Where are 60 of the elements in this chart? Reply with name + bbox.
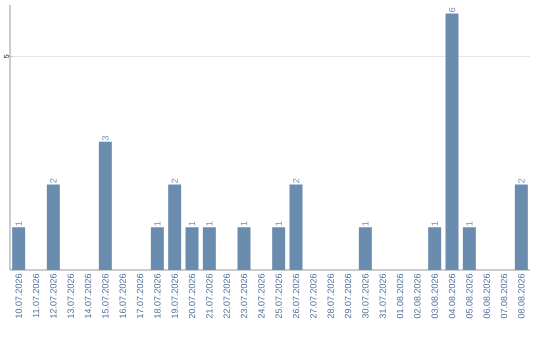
x-tick-label: 27.07.2026 (310, 274, 317, 318)
data-label: 1 (432, 221, 438, 226)
bar (12, 227, 26, 270)
x-tick-label: 23.07.2026 (240, 274, 248, 318)
x-tick-label: 04.08.2026 (448, 274, 456, 318)
x-tick-label: 06.08.2026 (483, 274, 490, 318)
data-label: 1 (276, 221, 282, 226)
data-label: 1 (240, 221, 248, 226)
x-tick-label: 08.08.2026 (518, 274, 525, 318)
x-tick-label: 18.07.2026 (154, 274, 161, 318)
bar (272, 227, 286, 270)
bar (358, 227, 372, 270)
x-tick-label: 19.07.2026 (171, 274, 178, 318)
x-tick-label: 02.08.2026 (414, 274, 421, 318)
bar (428, 227, 442, 270)
bar (202, 227, 216, 270)
data-label: 6 (448, 8, 456, 12)
x-tick-label: 12.07.2026 (50, 274, 57, 318)
bar (446, 14, 459, 270)
x-tick-label: 29.07.2026 (344, 274, 352, 318)
x-tick-label: 03.08.2026 (431, 274, 438, 318)
data-label: 2 (292, 178, 300, 183)
x-tick-label: 13.07.2026 (67, 274, 74, 318)
x-tick-label: 26.07.2026 (292, 274, 300, 318)
x-tick-label: 31.07.2026 (379, 274, 386, 318)
data-label: 1 (362, 221, 368, 226)
x-tick-label: 25.07.2026 (275, 274, 282, 318)
x-tick-label: 24.07.2026 (258, 274, 265, 318)
x-tick-label: 30.07.2026 (362, 274, 369, 318)
data-label: 1 (16, 221, 22, 226)
x-tick-label: 14.07.2026 (84, 274, 92, 318)
data-label: 1 (466, 221, 472, 226)
bar (238, 227, 251, 270)
bar (46, 184, 60, 270)
x-tick-label: 16.07.2026 (119, 274, 126, 318)
x-tick-label: 05.08.2026 (466, 274, 473, 318)
x-tick-label: 22.07.2026 (223, 274, 230, 318)
data-label: 2 (518, 178, 524, 183)
x-tick-label: 15.07.2026 (102, 274, 109, 318)
data-label: 1 (206, 221, 212, 226)
data-label: 3 (102, 136, 109, 140)
bar (462, 227, 476, 270)
bar (98, 142, 112, 270)
x-tick-label: 17.07.2026 (136, 274, 144, 318)
bar (150, 227, 164, 270)
bar (168, 184, 182, 270)
x-tick-label: 28.07.2026 (327, 274, 334, 318)
x-tick-label: 11.07.2026 (32, 274, 40, 318)
bar (186, 227, 199, 270)
data-label: 1 (188, 221, 196, 226)
bar (514, 184, 528, 270)
data-label: 2 (50, 178, 56, 183)
data-label: 1 (154, 221, 160, 226)
x-tick-label: 07.08.2026 (500, 274, 508, 318)
data-label: 2 (172, 178, 178, 183)
x-tick-label: 01.08.2026 (396, 274, 404, 318)
x-tick-label: 10.07.2026 (15, 274, 22, 318)
x-tick-label: 21.07.2026 (206, 274, 213, 318)
bar (290, 184, 303, 270)
x-tick-label: 20.07.2026 (188, 274, 196, 318)
